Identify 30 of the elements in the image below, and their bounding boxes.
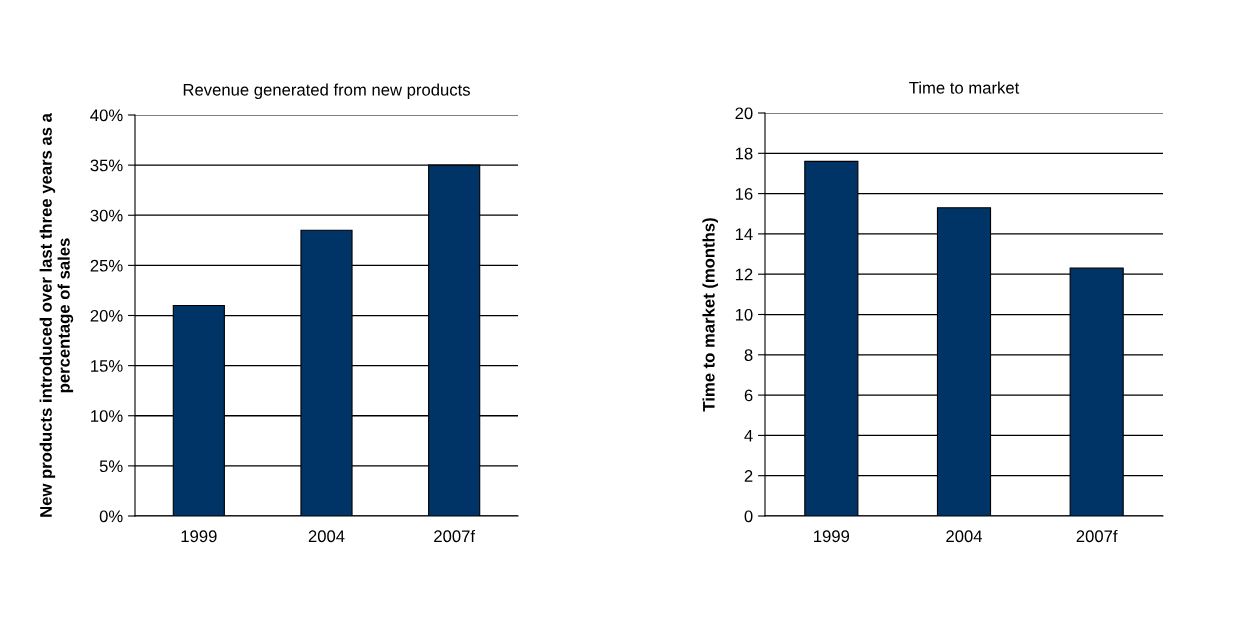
y-tick-label: 0 [744,510,753,523]
x-tick-label: 2007f [1076,529,1118,543]
y-tick-label: 4 [744,429,753,442]
y-tick-label: 30% [90,209,123,222]
y-tick-label: 10% [91,410,123,422]
y-tick-label: 20 [735,107,753,120]
y-tick-label: 18 [735,147,753,160]
x-tick-label: 2007f [434,529,476,543]
y-axis-title: New products introduced over last three years as a percentage of sales [39,113,74,517]
y-tick-label: 20% [90,309,123,322]
x-tick-label: 1999 [181,530,217,543]
y-tick-label: 15% [91,360,123,372]
x-tick-label: 1999 [814,530,850,543]
y-tick-label: 8 [744,349,753,361]
y-tick-label: 14 [735,228,753,240]
y-axis-title: Time to market (months) [702,218,718,412]
y-tick-label: 2 [744,470,753,482]
y-tick-label: 12 [735,268,753,281]
y-tick-label: 5% [99,460,123,473]
x-tick-label: 2004 [946,530,983,543]
y-tick-label: 0% [99,510,123,523]
chart-title: Time to market [909,81,1020,94]
y-tick-label: 6 [744,389,753,402]
chart-title: Revenue generated from new products [183,83,470,100]
x-tick-label: 2004 [308,530,345,543]
y-tick-label: 40% [90,109,123,122]
y-tick-label: 16 [735,188,753,200]
y-tick-label: 25% [90,259,123,272]
y-tick-label: 35% [90,159,123,172]
y-tick-label: 10 [735,308,753,321]
